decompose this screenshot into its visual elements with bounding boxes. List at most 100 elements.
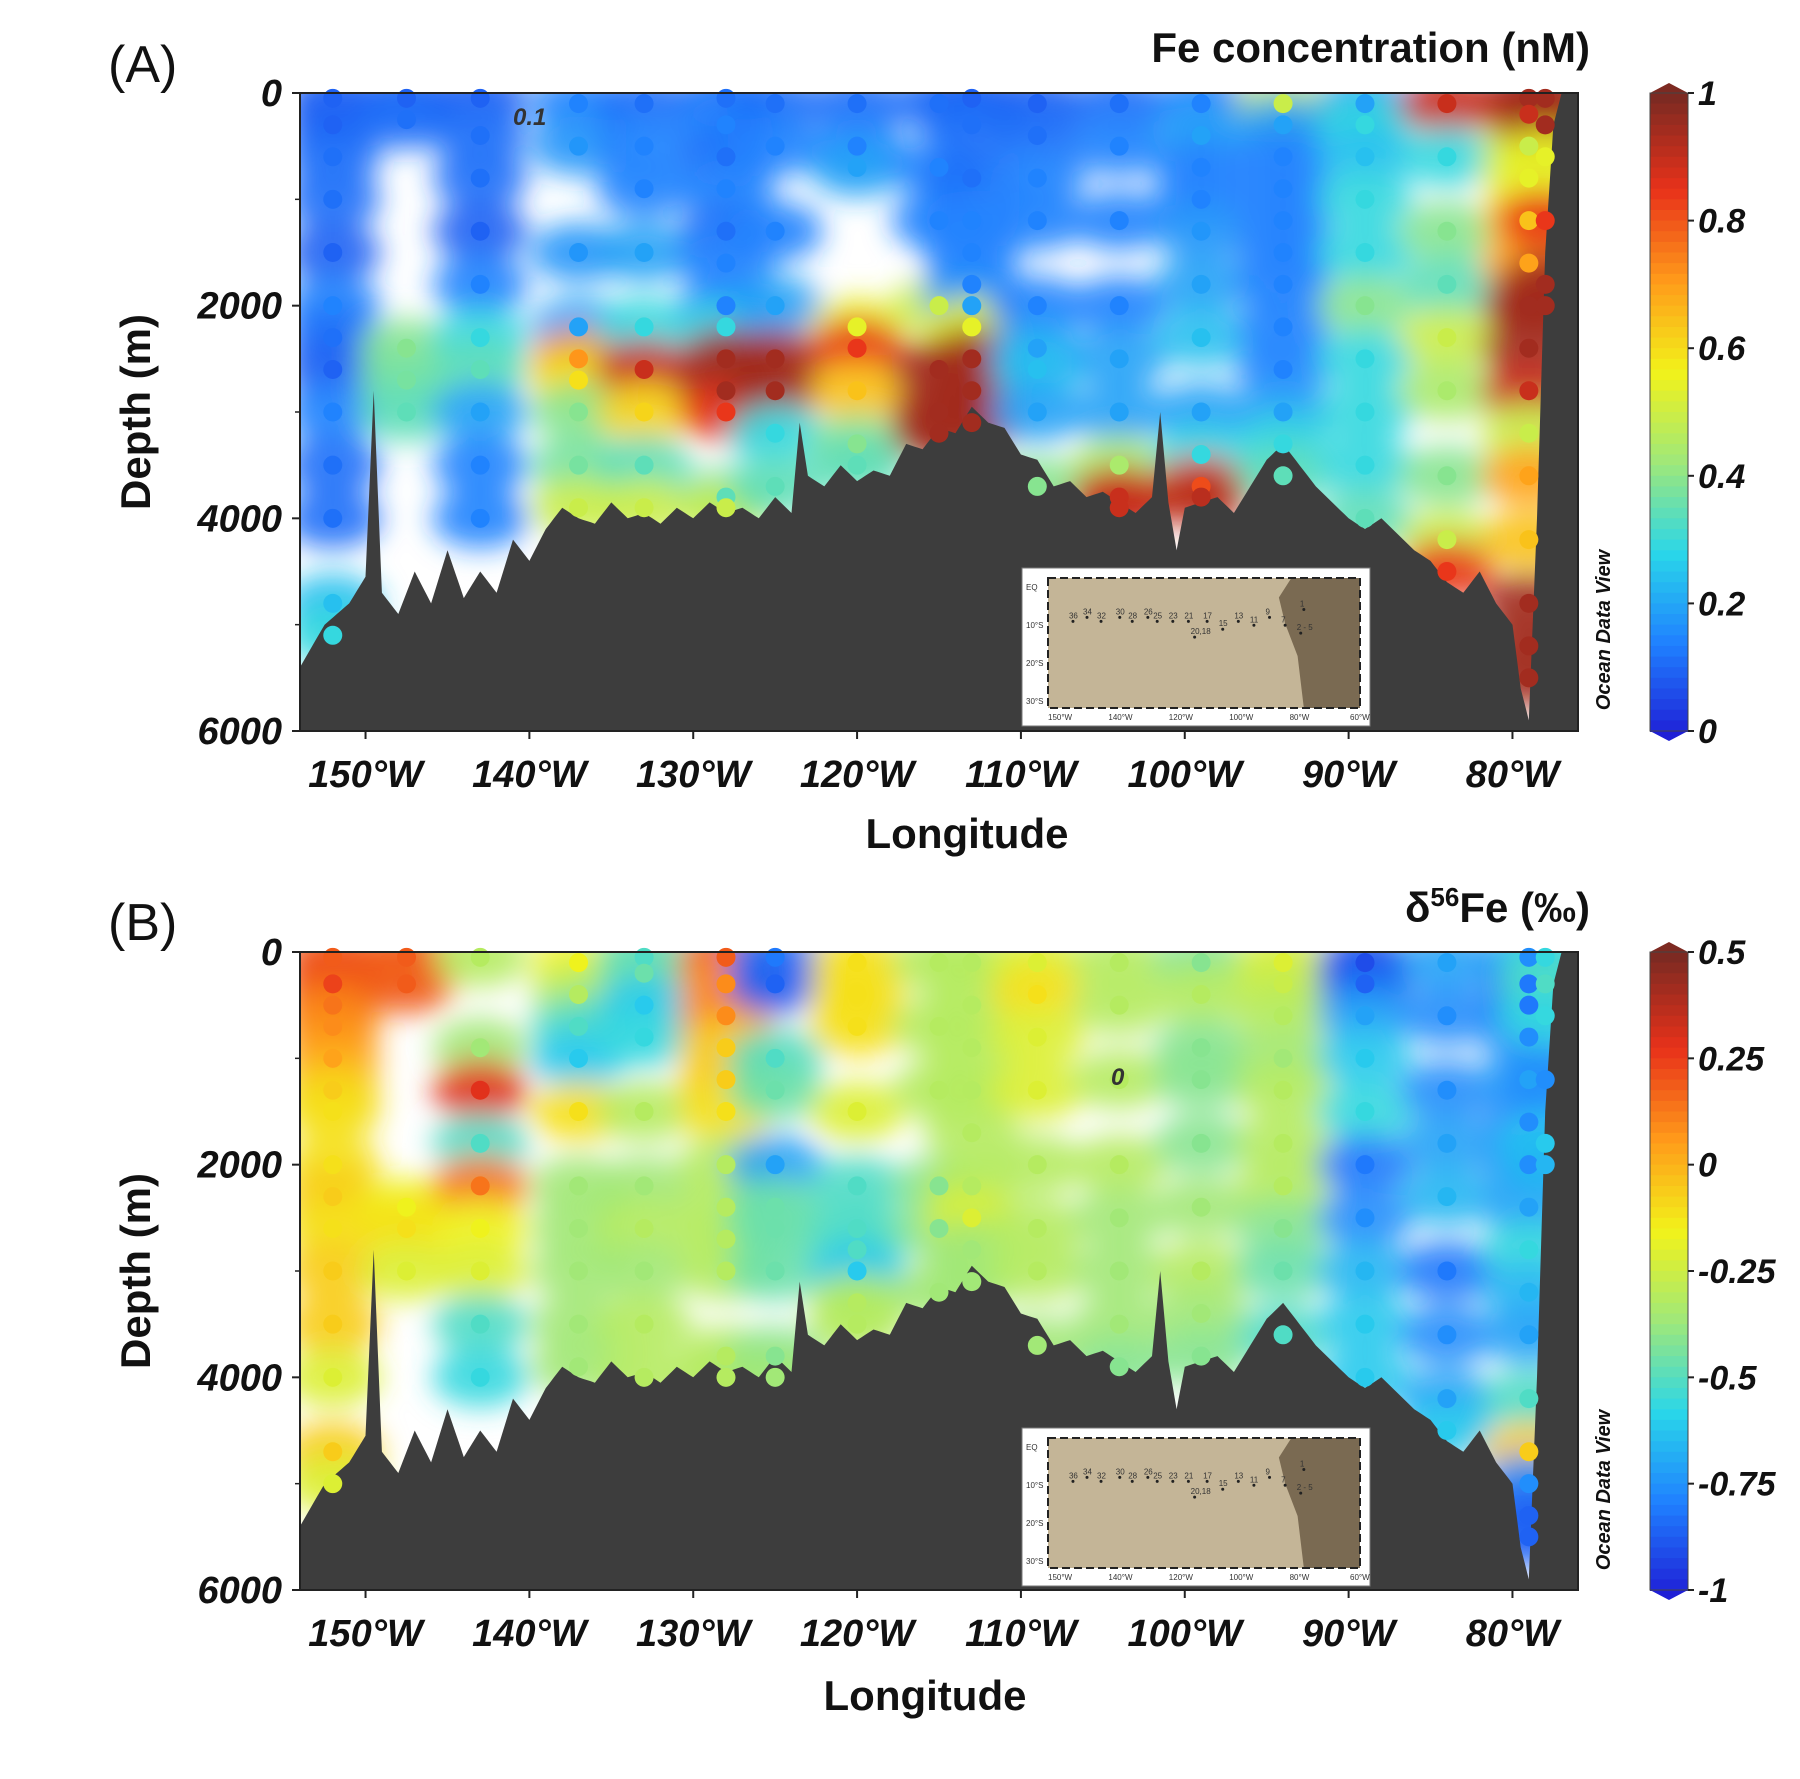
colorbar-segment	[1650, 103, 1688, 116]
inset-frame	[1047, 577, 1361, 709]
sample-point	[716, 498, 736, 518]
inset-station-marker	[1171, 619, 1175, 623]
colorbar-segment	[1650, 380, 1688, 392]
colorbar-segment	[1650, 1345, 1688, 1358]
inset-station-marker	[1299, 631, 1303, 635]
colorbar-segment	[1650, 1494, 1688, 1506]
colorbar-segment	[1650, 178, 1688, 190]
colorbar-segment	[1650, 518, 1688, 530]
y-tick-label: 4000	[196, 1357, 282, 1399]
sample-point	[1027, 1218, 1047, 1238]
sample-point	[1273, 359, 1293, 379]
sample-point	[1273, 147, 1293, 167]
colorbar-segment	[1650, 1037, 1688, 1049]
colorbar-segment	[1650, 1579, 1688, 1591]
sample-point	[962, 168, 982, 188]
sample-point	[1519, 338, 1539, 358]
sample-point	[1109, 94, 1129, 114]
panel-a-xlabel: Longitude	[866, 810, 1069, 857]
sample-point	[1437, 1325, 1457, 1345]
sample-point	[847, 985, 867, 1005]
sample-point	[1437, 1261, 1457, 1281]
inset-station-marker	[1171, 1479, 1175, 1483]
sample-point	[1191, 1304, 1211, 1324]
sample-point	[569, 317, 589, 337]
y-tick-label: 0	[261, 73, 282, 115]
colorbar-segment	[1650, 667, 1688, 679]
sample-point	[962, 1272, 982, 1292]
colorbar-segment	[1650, 656, 1688, 669]
sample-point	[1273, 211, 1293, 231]
sample-point	[716, 88, 736, 108]
colorbar-segment	[1650, 560, 1688, 573]
sample-point	[765, 136, 785, 156]
sample-point	[569, 1357, 589, 1377]
inset-station-marker	[1252, 1483, 1256, 1487]
sample-point	[1535, 211, 1555, 231]
sample-point	[1027, 94, 1047, 114]
inset-station-marker	[1252, 623, 1256, 627]
sample-point	[323, 328, 343, 348]
sample-point	[1519, 668, 1539, 688]
sample-point	[634, 243, 654, 262]
colorbar-segment	[1650, 550, 1688, 562]
sample-point	[569, 1261, 589, 1281]
inset-station-marker	[1071, 619, 1075, 623]
inset-station-label: 20,18	[1191, 1487, 1212, 1496]
inset-station-label: 1	[1300, 1460, 1305, 1469]
sample-point	[765, 381, 785, 401]
inset-station-marker	[1130, 619, 1134, 623]
sample-point	[1109, 402, 1129, 422]
sample-point	[1191, 1261, 1211, 1281]
inset-lat-label: 10°S	[1026, 1481, 1043, 1490]
inset-station-marker	[1268, 1475, 1272, 1479]
colorbar-segment	[1650, 983, 1688, 996]
sample-point	[847, 1102, 867, 1121]
inset-station-label: 13	[1234, 611, 1243, 620]
sample-point	[1109, 1070, 1129, 1090]
sample-point	[962, 1240, 982, 1260]
sample-point	[716, 402, 736, 422]
x-tick-label: 130°W	[636, 754, 754, 796]
colorbar-segment	[1650, 1005, 1688, 1017]
colorbar-segment	[1650, 231, 1688, 243]
sample-point	[323, 455, 343, 475]
colorbar-segment	[1650, 369, 1688, 382]
colorbar-segment	[1650, 1185, 1688, 1198]
colorbar-segment	[1650, 614, 1688, 626]
sample-point	[716, 317, 736, 337]
sample-point	[847, 94, 867, 114]
sample-point	[962, 296, 982, 316]
sample-point	[569, 1218, 589, 1238]
sample-point	[1273, 1048, 1293, 1068]
sample-points	[323, 88, 1555, 688]
inset-station-label: 30	[1116, 607, 1125, 616]
sample-point	[962, 1176, 982, 1196]
colorbar-segment	[1650, 1281, 1688, 1294]
sample-point	[1355, 455, 1375, 475]
sample-point	[765, 947, 785, 967]
colorbar-segment	[1650, 1366, 1688, 1379]
sample-point	[1355, 1006, 1375, 1026]
sample-point	[847, 1293, 867, 1313]
sample-point	[470, 1176, 490, 1196]
sample-point	[962, 381, 982, 401]
colorbar-segment	[1650, 1090, 1688, 1102]
x-tick-label: 130°W	[636, 1613, 754, 1655]
x-tick-label: 150°W	[308, 1613, 426, 1655]
sample-point	[1191, 94, 1211, 114]
colorbar-frame	[1649, 92, 1689, 732]
colorbar-segment	[1650, 465, 1688, 477]
sample-point	[1273, 1080, 1293, 1100]
sample-point	[323, 1261, 343, 1281]
colorbar-segment	[1650, 973, 1688, 985]
sample-point	[962, 211, 982, 231]
colorbar-segment	[1650, 1249, 1688, 1262]
contour-label: 0.1	[513, 104, 546, 131]
sample-point	[1437, 466, 1457, 486]
sample-point	[397, 402, 416, 422]
colorbar-segment	[1650, 1239, 1688, 1251]
colorbar-tick-label: -0.5	[1698, 1359, 1758, 1397]
sample-point	[1535, 147, 1555, 167]
colorbar-segment	[1650, 1547, 1688, 1560]
